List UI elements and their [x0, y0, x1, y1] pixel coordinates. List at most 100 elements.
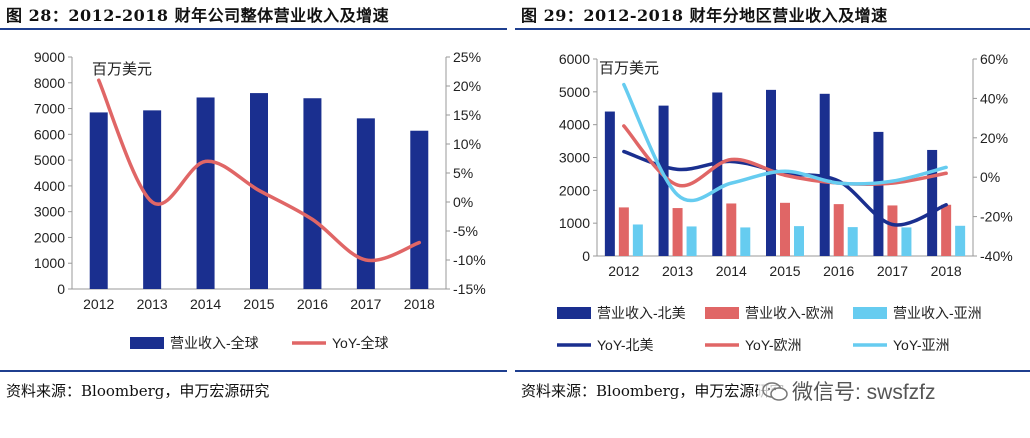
bar-营业收入-全球	[143, 110, 162, 289]
line-YoY-亚洲	[622, 82, 948, 203]
legend-label: 营业收入-欧洲	[745, 305, 834, 321]
bar-营业收入-欧洲	[780, 202, 790, 256]
x-tick-label: 2012	[83, 296, 114, 312]
wechat-watermark: 微信号: swsfzfz	[758, 376, 940, 406]
x-tick-label: 2012	[608, 263, 639, 279]
figure-28-title: 图 28：2012-2018 财年公司整体营业收入及增速	[6, 6, 390, 25]
bar-营业收入-全球	[89, 112, 108, 289]
y-right-tick-label: 20%	[453, 78, 481, 94]
unit-label: 百万美元	[92, 61, 152, 78]
right-figure-panel: 图 29：2012-2018 财年分地区营业收入及增速 0 1000 2000 300…	[515, 0, 1030, 438]
line-YoY-北美	[622, 149, 948, 227]
y-left-tick-label: 7000	[34, 101, 65, 117]
bar-营业收入-欧洲	[941, 204, 952, 256]
y-left-tick-label: 3000	[559, 150, 590, 166]
y-right-tick-label: -10%	[453, 252, 486, 268]
legend-swatch	[705, 307, 739, 319]
source-note: 资料来源：Bloomberg，申万宏源研究	[6, 382, 270, 400]
y-right-tick-label: 10%	[453, 136, 481, 152]
y-left-tick-label: 1000	[34, 255, 65, 271]
y-right-tick-label: 60%	[980, 51, 1008, 67]
x-tick-label: 2015	[243, 296, 274, 312]
legend-label: YoY-全球	[332, 335, 389, 351]
title-rule	[515, 28, 1030, 30]
bar-营业收入-亚洲	[686, 226, 697, 256]
y-left-tick-label: 6000	[34, 126, 65, 142]
legend-swatch	[130, 337, 164, 349]
y-right-tick-label: 5%	[453, 165, 473, 181]
y-right-tick-label: 0%	[980, 169, 1000, 185]
bar-营业收入-北美	[604, 111, 615, 257]
bar-营业收入-全球	[356, 118, 375, 290]
y-left-tick-label: 2000	[34, 229, 65, 245]
y-right-tick-label: -15%	[453, 281, 486, 297]
legend-swatch	[853, 307, 887, 319]
line-YoY-全球	[96, 78, 422, 263]
x-tick-label: 2014	[716, 263, 747, 279]
bar-营业收入-亚洲	[632, 224, 643, 256]
bar-营业收入-欧洲	[672, 208, 683, 256]
x-tick-label: 2015	[769, 263, 800, 279]
y-right-tick-label: 25%	[453, 49, 481, 65]
x-tick-label: 2016	[823, 263, 854, 279]
legend-swatch	[557, 307, 591, 319]
figure-29-title: 图 29：2012-2018 财年分地区营业收入及增速	[521, 6, 888, 25]
bar-营业收入-欧洲	[618, 207, 629, 256]
y-right-tick-label: 40%	[980, 90, 1008, 106]
x-tick-label: 2018	[931, 263, 962, 279]
y-left-tick-label: 5000	[34, 152, 65, 168]
source-rule	[515, 370, 1030, 372]
y-left-tick-label: 5000	[559, 84, 590, 100]
y-left-tick-label: 4000	[559, 117, 590, 133]
x-tick-label: 2017	[877, 263, 908, 279]
bar-营业收入-亚洲	[901, 227, 912, 256]
bar-营业收入-亚洲	[740, 227, 751, 256]
bar-营业收入-北美	[712, 92, 723, 256]
bar-营业收入-亚洲	[847, 227, 858, 256]
bar-营业收入-亚洲	[794, 226, 804, 256]
bar-营业收入-全球	[303, 98, 322, 289]
bar-营业收入-亚洲	[955, 225, 966, 256]
y-right-tick-label: -5%	[453, 223, 478, 239]
y-left-tick-label: 3000	[34, 204, 65, 220]
y-right-tick-label: 0%	[453, 194, 473, 210]
y-right-tick-label: -20%	[980, 209, 1013, 225]
source-note: 资料来源：Bloomberg，申万宏源研究	[521, 382, 785, 400]
legend-label: 营业收入-北美	[597, 305, 686, 321]
bar-营业收入-全球	[196, 97, 215, 290]
y-left-tick-label: 2000	[559, 182, 590, 198]
y-left-tick-label: 9000	[34, 49, 65, 65]
left-figure-panel: 图 28：2012-2018 财年公司整体营业收入及增速 0 1000 2000 30…	[0, 0, 507, 438]
bar-营业收入-北美	[927, 149, 938, 256]
legend-label: 营业收入-全球	[170, 335, 259, 351]
line-YoY-欧洲	[622, 124, 948, 188]
global-revenue-chart: 0 1000 2000 3000 4000 5000 6000 7000 8000 9000 -15…	[34, 49, 486, 351]
watermark-text: 微信号: swsfzfz	[792, 381, 936, 404]
x-tick-label: 2013	[662, 263, 693, 279]
legend-label: YoY-北美	[597, 337, 654, 353]
bar-营业收入-全球	[410, 130, 429, 289]
bar-营业收入-北美	[658, 105, 669, 256]
x-tick-label: 2016	[297, 296, 328, 312]
x-tick-label: 2017	[350, 296, 381, 312]
unit-label: 百万美元	[599, 60, 659, 77]
legend-label: YoY-欧洲	[745, 337, 802, 353]
y-right-tick-label: 15%	[453, 107, 481, 123]
source-rule	[0, 370, 507, 372]
legend-label: 营业收入-亚洲	[893, 305, 982, 321]
y-left-tick-label: 1000	[559, 215, 590, 231]
x-tick-label: 2018	[404, 296, 435, 312]
y-right-tick-label: 20%	[980, 130, 1008, 146]
bar-营业收入-欧洲	[887, 205, 898, 256]
regional-revenue-chart: 0 1000 2000 3000 4000 5000 6000 -40% -20% 0% 20% 40…	[557, 51, 1013, 353]
bar-营业收入-欧洲	[833, 204, 844, 256]
y-left-tick-label: 6000	[559, 51, 590, 67]
x-tick-label: 2014	[190, 296, 221, 312]
y-left-tick-label: 0	[582, 248, 590, 264]
bar-营业收入-欧洲	[726, 203, 737, 256]
title-rule	[0, 28, 507, 30]
legend-label: YoY-亚洲	[893, 337, 950, 353]
y-left-tick-label: 4000	[34, 178, 65, 194]
y-left-tick-label: 8000	[34, 75, 65, 91]
bar-营业收入-北美	[873, 131, 884, 256]
